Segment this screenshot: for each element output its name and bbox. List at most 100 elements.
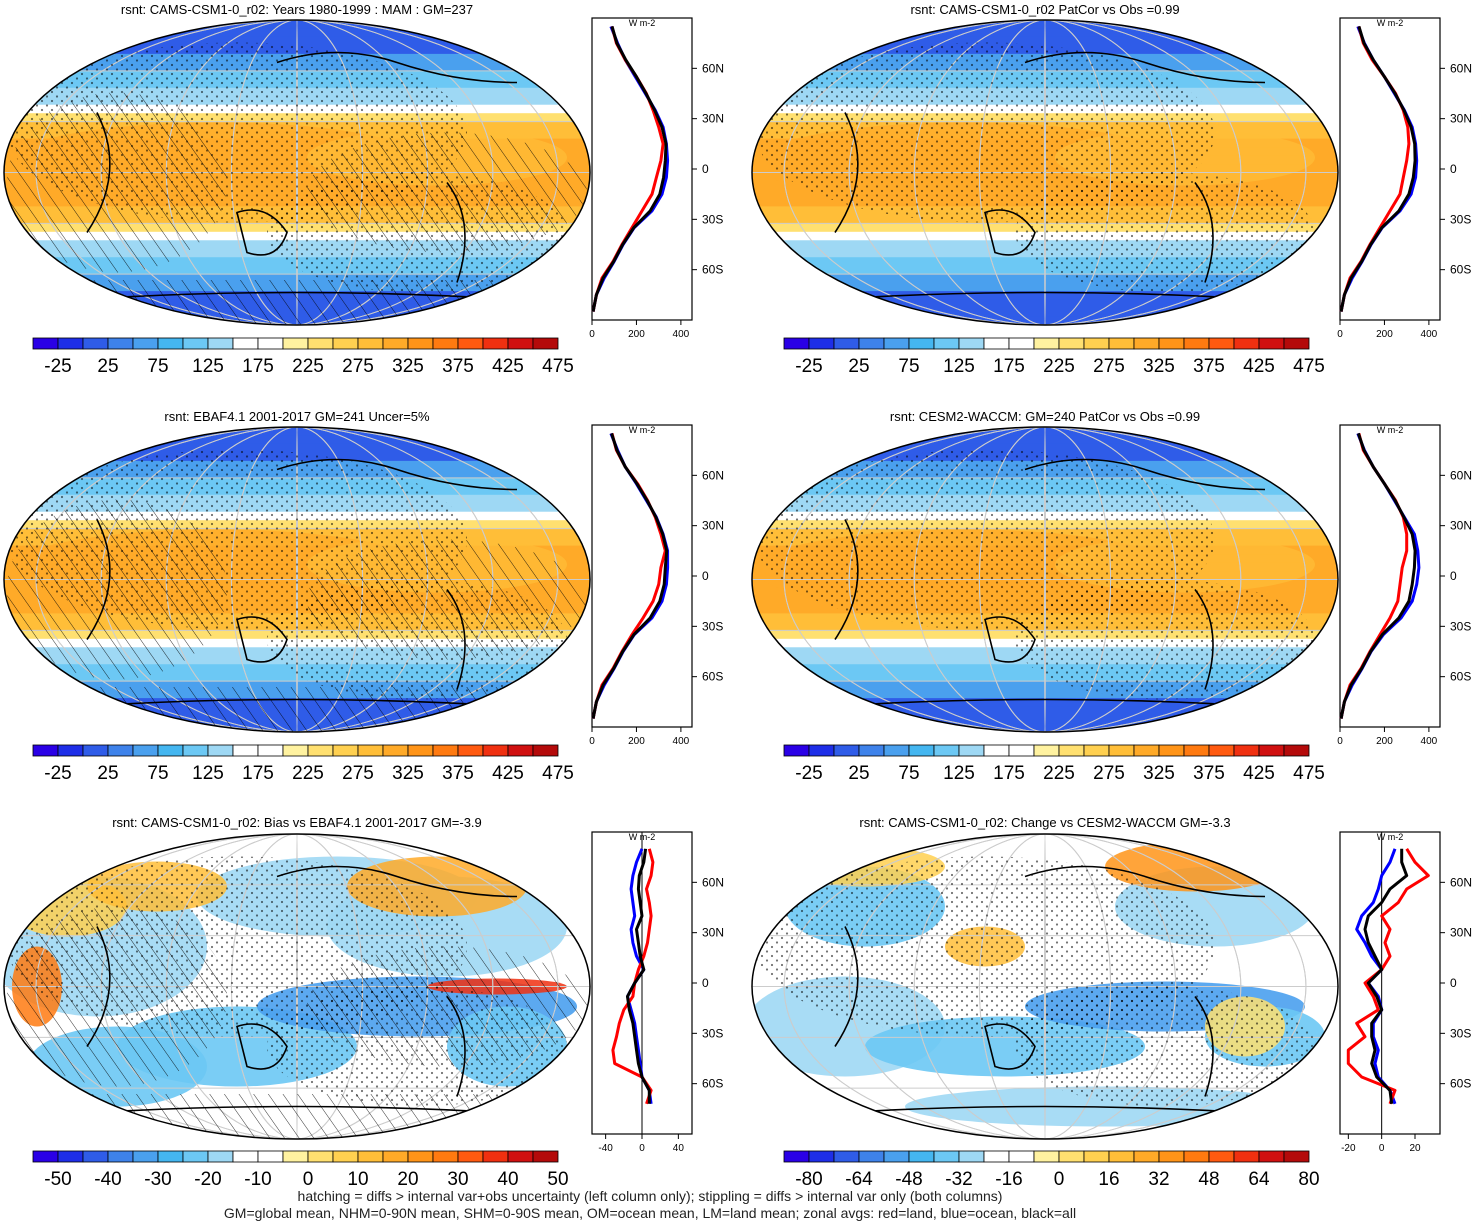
colorbar-swatch xyxy=(808,744,835,757)
colorbar-swatch xyxy=(908,744,935,757)
zonal-x-tick-label: 20 xyxy=(1409,1143,1421,1154)
colorbar-swatch xyxy=(1108,744,1135,757)
map-outline xyxy=(751,19,1339,326)
colorbar-label: 75 xyxy=(147,356,168,377)
colorbar-swatch xyxy=(858,744,885,757)
colorbar-label: 275 xyxy=(1093,356,1125,377)
colorbar-swatch xyxy=(1258,1150,1285,1163)
colorbar-label: 325 xyxy=(392,763,424,784)
panel-3: rsnt: EBAF4.1 2001-2017 GM=241 Uncer=5% W… xyxy=(3,409,724,784)
panel-4: rsnt: CESM2-WACCM: GM=240 PatCor vs Obs … xyxy=(751,409,1472,784)
colorbar-swatch xyxy=(432,1150,459,1163)
zonal-x-tick-label: 400 xyxy=(673,329,690,340)
colorbar-swatch xyxy=(482,744,509,757)
lat-tick-label: 30S xyxy=(702,619,723,633)
map-field xyxy=(752,834,1338,1139)
colorbar-swatch xyxy=(933,1150,960,1163)
map-field xyxy=(4,20,590,325)
colorbar-label: 125 xyxy=(943,356,975,377)
colorbar-swatch xyxy=(82,1150,109,1163)
lat-tick-label: 30N xyxy=(702,519,724,533)
colorbar-swatch xyxy=(1133,744,1160,757)
zonal-line-all xyxy=(591,25,668,312)
zonal-mean-plot: W m-2 60N 30N 0 30S 60S -40 0 40 xyxy=(591,831,724,1154)
colorbar-label: 25 xyxy=(97,356,118,377)
colorbar-swatch xyxy=(933,337,960,350)
colorbar-swatch xyxy=(1033,337,1060,350)
zonal-mean-plot: W m-2 60N 30N 0 30S 60S -20 0 20 xyxy=(1339,831,1472,1154)
colorbar-swatch xyxy=(883,744,910,757)
colorbar-swatch xyxy=(1058,1150,1085,1163)
colorbar-swatch xyxy=(1283,744,1310,757)
colorbar-swatch xyxy=(783,1150,810,1163)
zonal-x-tick-label: 200 xyxy=(628,329,645,340)
colorbar-swatch xyxy=(1033,1150,1060,1163)
footnote-legend: GM=global mean, NHM=0-90N mean, SHM=0-90… xyxy=(223,1205,1077,1221)
colorbar-swatch xyxy=(1083,337,1110,350)
colorbar: -25 25 75 125 175 225 275 325 375 425 475 xyxy=(783,337,1325,377)
colorbar-swatch xyxy=(532,337,559,350)
colorbar-label: 225 xyxy=(292,356,324,377)
colorbar-swatch xyxy=(82,337,109,350)
colorbar-swatch xyxy=(983,337,1010,350)
zonal-unit-label: W m-2 xyxy=(1377,425,1404,435)
zonal-x-tick-label: 400 xyxy=(673,736,690,747)
colorbar-swatch xyxy=(1058,337,1085,350)
zonal-line-all xyxy=(1339,25,1417,312)
colorbar-swatch xyxy=(808,337,835,350)
colorbar-swatch xyxy=(132,1150,159,1163)
colorbar-label: 25 xyxy=(848,356,869,377)
colorbar-swatch xyxy=(507,744,534,757)
colorbar-swatch xyxy=(82,744,109,757)
colorbar-label: 16 xyxy=(1098,1169,1119,1190)
colorbar-swatch xyxy=(257,744,284,757)
colorbar-swatch xyxy=(1208,1150,1235,1163)
lat-tick-label: 30S xyxy=(1450,619,1471,633)
colorbar-swatch xyxy=(532,744,559,757)
zonal-unit-label: W m-2 xyxy=(629,832,656,842)
colorbar-swatch xyxy=(1258,337,1285,350)
colorbar-swatch xyxy=(357,337,384,350)
colorbar-swatch xyxy=(783,744,810,757)
colorbar-label: -64 xyxy=(845,1169,873,1190)
lat-tick-label: 0 xyxy=(702,569,709,583)
colorbar-swatch xyxy=(1233,1150,1260,1163)
colorbar-label: -80 xyxy=(795,1169,822,1190)
colorbar-label: 275 xyxy=(342,356,374,377)
lat-tick-label: 60N xyxy=(1450,468,1472,482)
colorbar-swatch xyxy=(182,337,209,350)
colorbar-swatch xyxy=(207,744,234,757)
colorbar-label: 275 xyxy=(1093,763,1125,784)
lat-tick-label: 60S xyxy=(702,1077,723,1091)
map-outline xyxy=(3,833,591,1140)
colorbar-swatch xyxy=(332,1150,359,1163)
colorbar-label: 0 xyxy=(303,1169,314,1190)
zonal-unit-label: W m-2 xyxy=(629,425,656,435)
lat-tick-label: 60N xyxy=(702,875,724,889)
colorbar-label: 425 xyxy=(492,356,524,377)
colorbar-swatch xyxy=(307,337,334,350)
colorbar-swatch xyxy=(282,337,309,350)
colorbar-swatch xyxy=(207,1150,234,1163)
colorbar-swatch xyxy=(1133,337,1160,350)
colorbar-swatch xyxy=(357,1150,384,1163)
colorbar-swatch xyxy=(983,744,1010,757)
lat-tick-label: 60N xyxy=(1450,875,1472,889)
colorbar-label: 325 xyxy=(1143,763,1175,784)
colorbar-swatch xyxy=(282,744,309,757)
colorbar-swatch xyxy=(1108,337,1135,350)
panel-title: rsnt: CAMS-CSM1-0_r02: Years 1980-1999 :… xyxy=(121,2,473,17)
colorbar-label: 40 xyxy=(497,1169,518,1190)
colorbar-label: 125 xyxy=(943,763,975,784)
zonal-x-tick-label: 40 xyxy=(673,1143,685,1154)
colorbar-label: 225 xyxy=(1043,763,1075,784)
colorbar-label: 475 xyxy=(542,356,574,377)
colorbar-swatch xyxy=(1258,744,1285,757)
panel-title: rsnt: CAMS-CSM1-0_r02: Change vs CESM2-W… xyxy=(859,815,1230,830)
colorbar-label: 225 xyxy=(1043,356,1075,377)
lat-tick-label: 60S xyxy=(1450,263,1471,277)
colorbar-swatch xyxy=(1033,744,1060,757)
lat-tick-label: 30N xyxy=(702,926,724,940)
colorbar-swatch xyxy=(482,1150,509,1163)
